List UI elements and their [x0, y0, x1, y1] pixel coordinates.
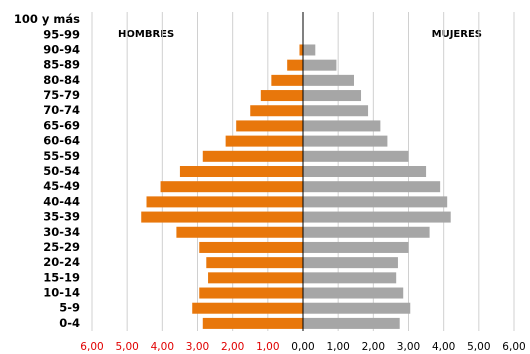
bar	[303, 44, 316, 56]
bar	[303, 287, 404, 299]
y-tick-label: 85-89	[43, 58, 80, 72]
bar	[303, 196, 448, 208]
y-tick-label: 50-54	[43, 164, 80, 178]
bar	[303, 135, 388, 147]
bar	[199, 241, 303, 253]
bar	[206, 257, 303, 269]
x-tick-label: 4,00	[151, 341, 174, 353]
bar	[303, 105, 369, 117]
bar	[160, 181, 303, 193]
y-tick-label: 10-14	[43, 286, 80, 300]
x-tick-label: 4,00	[432, 341, 455, 353]
legend-label: HOMBRES	[118, 29, 174, 40]
y-tick-label: 15-19	[43, 270, 80, 284]
x-tick-label: 2,00	[362, 341, 385, 353]
x-tick-label: 0,00	[291, 341, 314, 353]
legend-label: MUJERES	[432, 29, 482, 40]
x-tick-label: 6,00	[502, 341, 525, 353]
x-tick-label: 6,00	[80, 341, 103, 353]
y-tick-label: 55-59	[43, 149, 80, 163]
y-tick-label: 65-69	[43, 118, 80, 132]
bar	[303, 226, 430, 238]
bar	[250, 105, 303, 117]
y-tick-label: 70-74	[43, 103, 80, 117]
bar	[146, 196, 303, 208]
bar	[303, 181, 441, 193]
x-tick-label: 5,00	[467, 341, 490, 353]
bar	[303, 211, 451, 223]
y-tick-label: 90-94	[43, 42, 80, 56]
bar	[202, 317, 303, 329]
y-tick-label: 35-39	[43, 210, 80, 224]
y-tick-label: 100 y más	[14, 12, 80, 26]
bar	[303, 150, 409, 162]
bar	[299, 44, 303, 56]
x-tick-label: 3,00	[186, 341, 209, 353]
y-tick-label: 0-4	[59, 316, 80, 330]
bar	[271, 74, 303, 86]
y-tick-label: 95-99	[43, 27, 80, 41]
bar	[141, 211, 303, 223]
bar	[303, 302, 411, 314]
bar	[260, 90, 303, 102]
bar	[199, 287, 303, 299]
bar	[176, 226, 303, 238]
bar	[225, 135, 303, 147]
bar	[303, 74, 354, 86]
bar	[179, 166, 303, 177]
y-tick-label: 60-64	[43, 134, 80, 148]
x-tick-label: 1,00	[326, 341, 349, 353]
y-tick-label: 5-9	[59, 301, 80, 315]
bar	[236, 120, 303, 132]
x-tick-label: 1,00	[256, 341, 279, 353]
bar	[287, 59, 303, 71]
y-tick-label: 75-79	[43, 88, 80, 102]
y-tick-label: 80-84	[43, 73, 80, 87]
x-tick-label: 3,00	[397, 341, 420, 353]
bar	[303, 59, 337, 71]
bar	[303, 317, 400, 329]
y-tick-label: 20-24	[43, 255, 80, 269]
bar	[303, 272, 397, 284]
y-tick-label: 40-44	[43, 194, 80, 208]
bar	[303, 257, 398, 269]
bar	[303, 166, 427, 177]
bar	[303, 120, 381, 132]
y-tick-label: 45-49	[43, 179, 80, 193]
x-tick-label: 5,00	[115, 341, 138, 353]
x-tick-label: 2,00	[221, 341, 244, 353]
bar	[303, 241, 409, 253]
y-tick-label: 30-34	[43, 225, 80, 239]
bar	[192, 302, 303, 314]
bar	[303, 90, 362, 102]
y-tick-label: 25-29	[43, 240, 80, 254]
bar	[208, 272, 303, 284]
bar	[202, 150, 303, 162]
